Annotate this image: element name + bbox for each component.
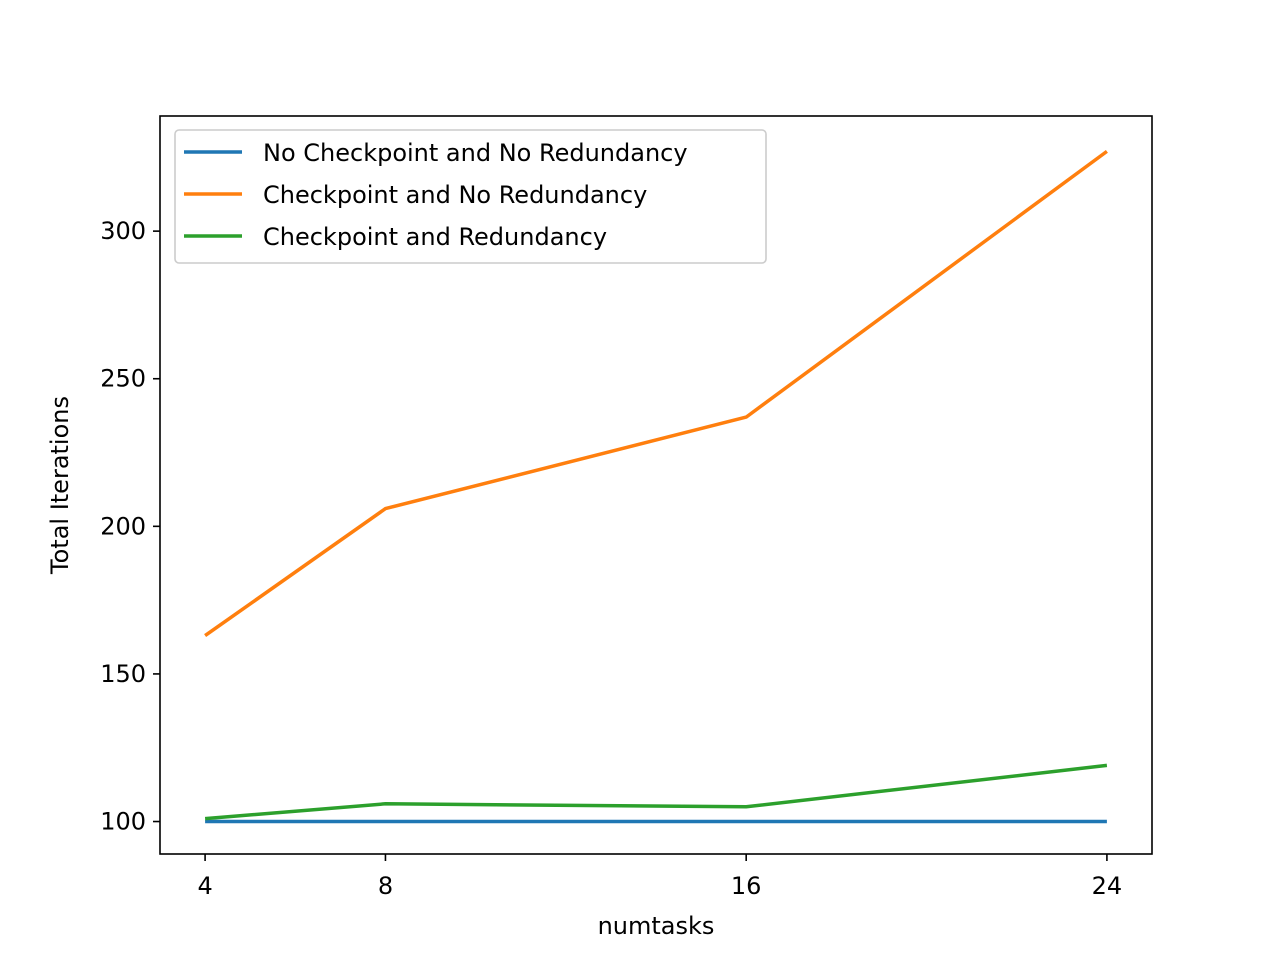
x-axis-label: numtasks (598, 912, 715, 940)
series-line-3 (204, 763, 1108, 821)
legend-entry-label: Checkpoint and Redundancy (263, 223, 607, 251)
x-axis-ticks: 4 8 16 24 (197, 854, 1122, 900)
y-tick-label: 150 (100, 660, 146, 688)
series-lines (204, 149, 1108, 824)
y-axis-ticks: 100 150 200 250 300 (100, 217, 160, 836)
y-tick-label: 250 (100, 365, 146, 393)
legend-entry-label: Checkpoint and No Redundancy (263, 181, 647, 209)
legend: No Checkpoint and No Redundancy Checkpoin… (174, 129, 767, 264)
y-tick-label: 300 (100, 217, 146, 245)
x-tick-label: 24 (1092, 872, 1123, 900)
y-axis-label: Total Iterations (46, 396, 74, 575)
legend-entry-label: No Checkpoint and No Redundancy (263, 139, 688, 167)
y-tick-label: 100 (100, 808, 146, 836)
legend-box (174, 129, 767, 264)
plot-frame (159, 115, 1153, 855)
x-tick-label: 16 (731, 872, 762, 900)
y-tick-label: 200 (100, 512, 146, 540)
x-tick-label: 4 (197, 872, 212, 900)
series-line-2 (204, 149, 1108, 638)
x-tick-label: 8 (378, 872, 393, 900)
